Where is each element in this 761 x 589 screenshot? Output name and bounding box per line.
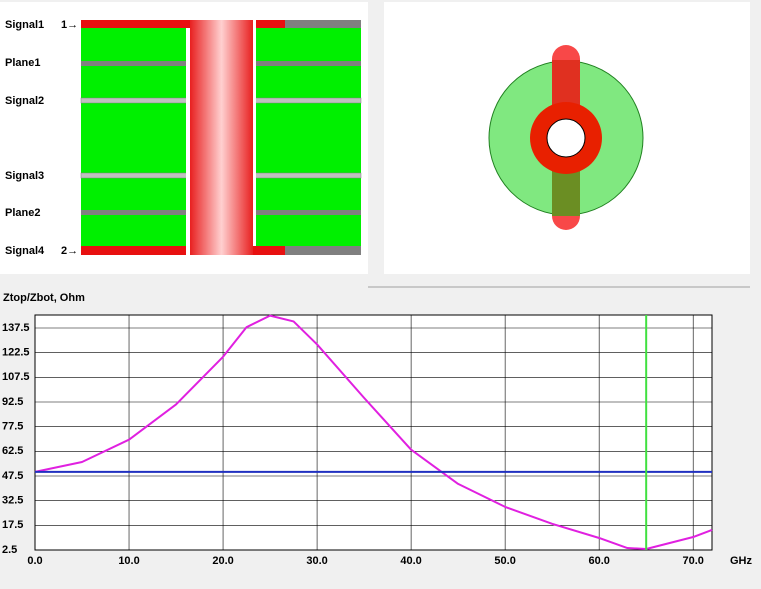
stackup-drawing [80, 20, 362, 255]
plot: 2.5 17.5 32.5 47.5 62.5 77.5 92.5 107.5 122.5 137… [2, 314, 713, 567]
layer-label: Signal4 [5, 245, 45, 257]
y-axis-title: Ztop/Zbot, Ohm [3, 292, 85, 304]
layer-label: Plane1 [5, 57, 40, 69]
x-tick-label: 0.0 [27, 555, 42, 567]
series-line [34, 314, 713, 551]
x-tick-label: 70.0 [682, 555, 703, 567]
plot-area [34, 314, 713, 551]
y-tick-label: 92.5 [2, 396, 23, 408]
x-tick-label: 30.0 [306, 555, 327, 567]
y-tick-label: 62.5 [2, 445, 23, 457]
y-tick-label: 77.5 [2, 421, 23, 433]
layer-label: Signal2 [5, 95, 44, 107]
layer-label: Signal3 [5, 170, 44, 182]
y-tick-label: 2.5 [2, 544, 17, 556]
y-tick-label: 107.5 [2, 371, 30, 383]
x-axis-title: GHz [730, 555, 753, 567]
y-tick-label: 32.5 [2, 495, 23, 507]
layer-label: Signal1 [5, 19, 44, 31]
y-tick-label: 17.5 [2, 519, 23, 531]
port-label: 1→ [61, 19, 78, 31]
via-top-view [488, 45, 644, 230]
x-tick-label: 50.0 [494, 555, 515, 567]
layer-label: Plane2 [5, 207, 40, 219]
x-tick-label: 40.0 [400, 555, 421, 567]
x-tick-label: 20.0 [212, 555, 233, 567]
x-tick-label: 10.0 [118, 555, 139, 567]
y-tick-label: 122.5 [2, 347, 30, 359]
port-label: 2→ [61, 245, 78, 257]
y-tick-label: 137.5 [2, 322, 30, 334]
y-tick-label: 47.5 [2, 470, 23, 482]
x-tick-label: 60.0 [588, 555, 609, 567]
